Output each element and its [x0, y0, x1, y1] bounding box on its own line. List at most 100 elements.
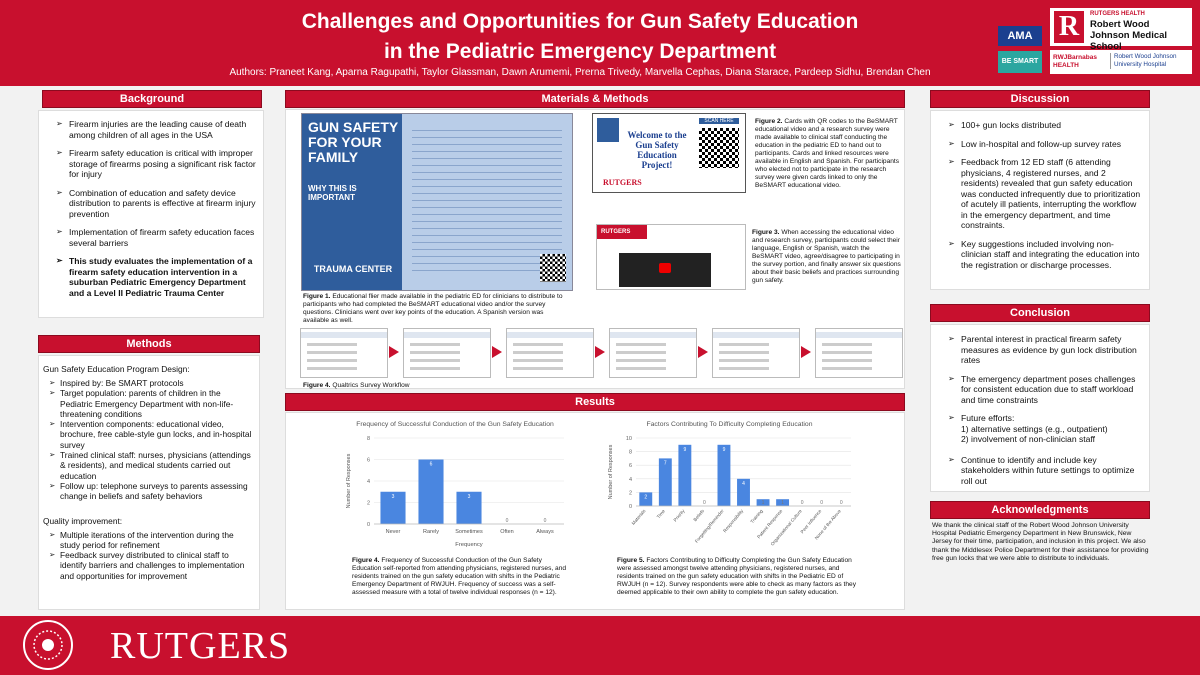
figure-caption: Figure 5. Factors Contributing to Diffic…: [617, 557, 867, 597]
figure-label: Figure 4.: [303, 382, 331, 389]
x-axis-label: Frequency: [455, 542, 482, 548]
section-header: Results: [285, 393, 905, 411]
survey-option: [719, 367, 769, 370]
y-tick-label: 2: [629, 490, 632, 496]
card-image: Welcome to the Gun Safety Education Proj…: [592, 113, 746, 193]
x-tick-label: Never: [386, 529, 401, 535]
seal-center: [42, 639, 54, 651]
figure-text: Factors Contributing to Difficulty Compl…: [617, 557, 857, 596]
x-tick-label: Always: [536, 529, 554, 535]
section-header: Discussion: [930, 90, 1150, 108]
flow-arrow: [801, 346, 811, 358]
survey-option: [616, 359, 666, 362]
bullet-item: Combination of education and safety devi…: [56, 188, 257, 220]
qr-code: [540, 254, 566, 282]
y-axis-label: Number of Responses: [608, 444, 614, 499]
bullet-item: Continue to identify and include key sta…: [948, 455, 1143, 487]
survey-screen: [712, 328, 800, 378]
logo-text: Robert Wood Johnson University Hospital: [1110, 53, 1194, 69]
bar: [456, 491, 482, 524]
survey-option: [719, 343, 769, 346]
y-tick-label: 0: [629, 504, 632, 510]
value-label: 0: [506, 518, 509, 524]
bar: [776, 499, 790, 506]
video-screenshot: RUTGERS: [596, 224, 746, 290]
bar: [737, 478, 750, 506]
flier-body: [412, 124, 562, 274]
background-panel: Firearm injuries are the leading cause o…: [38, 110, 264, 318]
survey-option: [616, 351, 666, 354]
seal: [23, 620, 73, 670]
seal-ring: [33, 630, 63, 660]
value-label: 0: [840, 500, 843, 506]
logo-text: RUTGERS HEALTH: [1090, 11, 1145, 17]
subheading: Quality improvement:: [43, 515, 123, 526]
value-label: 6: [430, 462, 433, 468]
title-line: Challenges and Opportunities for Gun Saf…: [301, 10, 859, 33]
y-tick-label: 4: [367, 479, 370, 485]
section-header: Methods: [38, 335, 260, 353]
rwjuh-logo: RWJBarnabas HEALTH Robert Wood Johnson U…: [1050, 50, 1192, 74]
figure-text: Cards with QR codes to the BeSMART educa…: [755, 118, 900, 189]
bullet-item: 100+ gun locks distributed: [948, 120, 1143, 131]
logo-text: Robert Wood Johnson Medical School: [1090, 19, 1168, 52]
y-tick-label: 8: [629, 450, 632, 456]
survey-option: [616, 367, 666, 370]
survey-screen: [609, 328, 697, 378]
qr-code: [699, 128, 739, 168]
survey-option: [719, 351, 769, 354]
value-label: 4: [742, 481, 745, 487]
ama-logo: AMA: [998, 26, 1042, 46]
survey-option: [410, 367, 460, 370]
survey-screen: [403, 328, 491, 378]
survey-option: [307, 351, 357, 354]
logo-text: RWJBarnabas HEALTH: [1053, 54, 1097, 69]
bullet-item: Firearm injuries are the leading cause o…: [56, 119, 257, 140]
flow-arrow: [492, 346, 502, 358]
y-tick-label: 6: [367, 458, 370, 464]
bullet-item: Inspired by: Be SMART protocols: [49, 378, 253, 389]
survey-option: [307, 359, 357, 362]
flier-image: GUN SAFETY FOR YOUR FAMILY WHY THIS IS I…: [301, 113, 573, 291]
card-scan: SCAN HERE: [699, 118, 739, 124]
figure-label: Figure 4.: [352, 557, 380, 564]
bar: [756, 499, 770, 506]
figure-caption: Figure 4. Qualtrics Survey Workflow: [303, 382, 410, 390]
survey-option: [719, 359, 769, 362]
bullet-item: Intervention components: educational vid…: [49, 419, 253, 450]
card-welcome: Welcome to the Gun Safety Education Proj…: [627, 130, 687, 170]
video-brand: RUTGERS: [597, 225, 647, 239]
y-tick-label: 8: [367, 436, 370, 442]
survey-option: [616, 343, 666, 346]
flier-subtitle: WHY THIS IS IMPORTANT: [308, 184, 357, 202]
chart-title: Frequency of Successful Conduction of th…: [356, 421, 554, 428]
r-mark: R: [1054, 11, 1084, 43]
rwjms-logo: R RUTGERS HEALTH Robert Wood Johnson Med…: [1050, 8, 1192, 52]
figure-text: Qualtrics Survey Workflow: [332, 382, 410, 389]
x-tick-label: Time: [656, 508, 667, 519]
x-tick-label: Often: [500, 529, 513, 535]
bullet-list: Multiple iterations of the intervention …: [49, 530, 253, 581]
discussion-panel: 100+ gun locks distributed Low in-hospita…: [930, 110, 1150, 290]
survey-question: [816, 332, 902, 338]
y-tick-label: 10: [626, 436, 632, 442]
chart-background: [340, 416, 570, 554]
flow-arrow: [389, 346, 399, 358]
value-label: 0: [820, 500, 823, 506]
survey-option: [307, 343, 357, 346]
bullet-list: 100+ gun locks distributed Low in-hospita…: [947, 120, 1143, 270]
survey-option: [513, 351, 563, 354]
bullet-item: The emergency department poses challenge…: [948, 374, 1143, 406]
survey-option: [410, 343, 460, 346]
bullet-item: Low in-hospital and follow-up survey rat…: [948, 139, 1143, 150]
value-label: 9: [683, 447, 686, 453]
sub-item: 2) involvement of non-clinician staff: [961, 434, 1096, 444]
survey-question: [301, 332, 387, 338]
conclusion-panel: Parental interest in practical firearm s…: [930, 324, 1150, 492]
survey-option: [822, 351, 872, 354]
figure-text: When accessing the educational video and…: [752, 229, 901, 284]
value-label: 3: [392, 494, 395, 500]
bullet-item: This study evaluates the implementation …: [56, 256, 257, 298]
subheading: Gun Safety Education Program Design:: [43, 364, 190, 374]
